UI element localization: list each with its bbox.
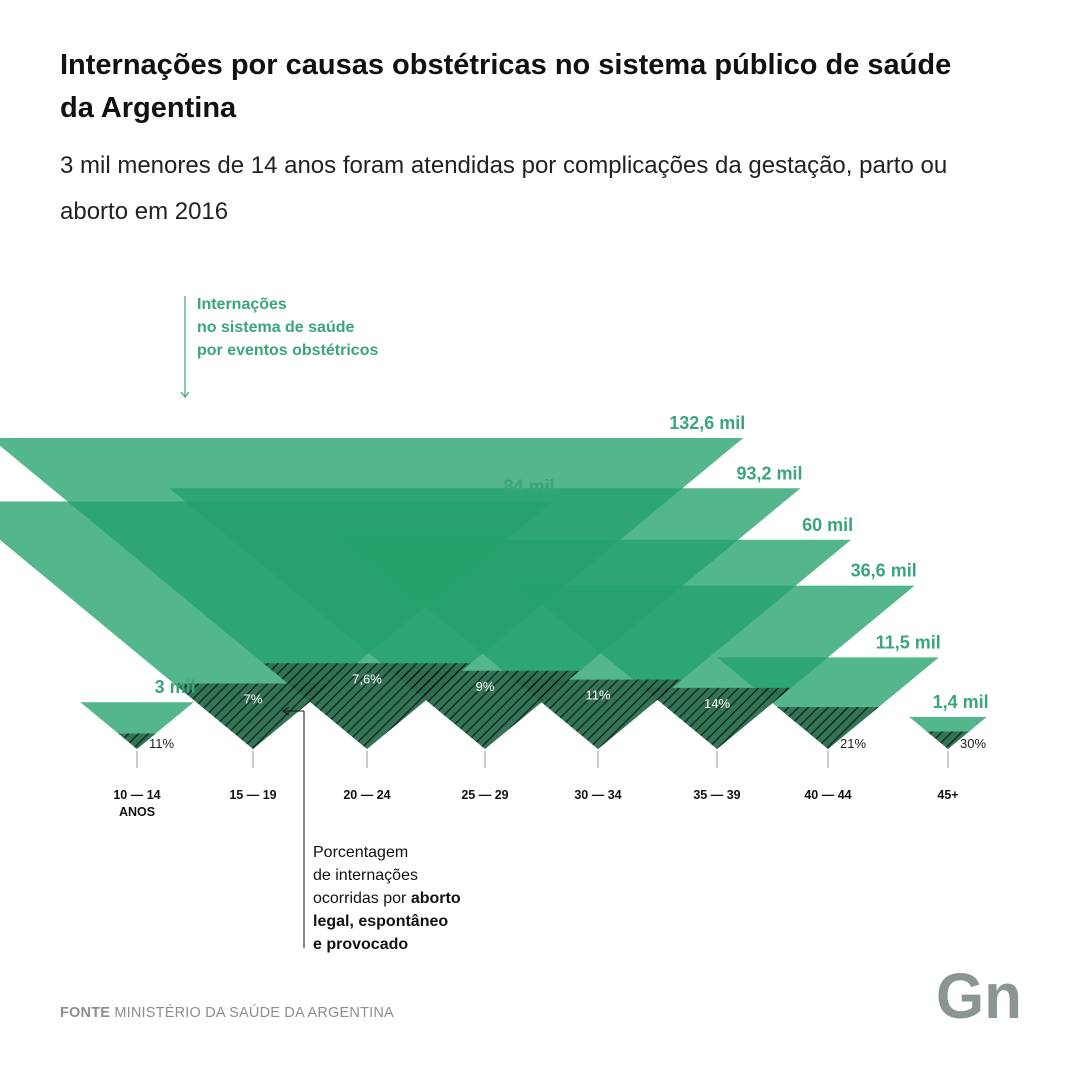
percent-label: 7% (244, 692, 263, 707)
percent-label: 21% (840, 736, 866, 751)
category-label: 15 — 19 (229, 788, 276, 802)
category-label: 45+ (937, 788, 958, 802)
percent-label: 14% (704, 696, 730, 711)
triangle-mark (80, 702, 194, 749)
note-arrow-icon (282, 706, 290, 716)
abortion-share-mark (926, 731, 970, 749)
annotation-top-line-3: por eventos obstétricos (197, 342, 378, 359)
percent-label: 11% (585, 688, 610, 703)
abortion-share-mark (173, 683, 333, 749)
note-text: Porcentagem de internações ocorridas por… (313, 841, 573, 956)
labels-layer: 3 mil 11% 10 — 14 ANOS 84 mil 7% 15 — 19 132,6 … (113, 413, 988, 819)
note-line-2: de internações (313, 867, 418, 884)
note-line-1: Porcentagem (313, 844, 409, 861)
logo-icon: Gn (936, 960, 1022, 1026)
category-label: 20 — 24 (343, 788, 390, 802)
percent-label: 30% (960, 736, 986, 751)
percent-label: 7,6% (352, 671, 382, 686)
abortion-share-mark (777, 707, 879, 749)
value-label: 36,6 mil (851, 561, 917, 581)
chart-title: Internações por causas obstétricas no si… (60, 49, 952, 124)
note-line-3: ocorridas por aborto (313, 887, 573, 910)
annotation-arrow-icon (180, 391, 190, 398)
source-note: FONTE MINISTÉRIO DA SAÚDE DA ARGENTINA (60, 1005, 394, 1021)
annotation-top-line-1: Internações (197, 296, 287, 313)
note-line-4: legal, espontâneo (313, 913, 449, 930)
category-label: 35 — 39 (693, 788, 740, 802)
source-label: FONTE (60, 1005, 111, 1021)
annotation-top-line-2: no sistema de saúde (197, 319, 354, 336)
percent-label: 11% (149, 736, 174, 751)
abortion-share-mark (118, 733, 156, 749)
abortion-share-mark (514, 679, 682, 749)
category-label: 30 — 34 (574, 788, 621, 802)
source-text: MINISTÉRIO DA SAÚDE DA ARGENTINA (114, 1005, 394, 1021)
logo-text: Gn (936, 960, 1022, 1026)
category-label: 25 — 29 (461, 788, 508, 802)
value-label: 60 mil (802, 515, 853, 535)
note-line-3-bold: aborto (410, 890, 461, 907)
triangle-mark (519, 585, 915, 749)
note-pointer (282, 706, 305, 948)
value-label: 132,6 mil (669, 413, 745, 433)
triangle-mark (717, 657, 939, 749)
chart-subtitle: 3 mil menores de 14 anos foram atendidas… (60, 152, 948, 225)
note-line-3-plain: ocorridas por (313, 890, 411, 907)
value-label: 84 mil (503, 476, 554, 496)
annotation-top: Internações no sistema de saúde por even… (180, 296, 378, 398)
value-label: 93,2 mil (736, 463, 802, 483)
category-label: ANOS (119, 805, 155, 819)
value-label: 3 mil (155, 677, 196, 697)
value-label: 11,5 mil (876, 632, 941, 652)
hatch-layer (118, 663, 970, 749)
category-label: 40 — 44 (804, 788, 851, 802)
percent-label: 9% (476, 679, 495, 694)
value-label: 1,4 mil (933, 692, 989, 712)
triangles-layer (0, 438, 987, 749)
note-line-5: e provocado (313, 936, 409, 953)
abortion-share-mark (643, 687, 791, 749)
category-label: 10 — 14 (113, 788, 160, 802)
